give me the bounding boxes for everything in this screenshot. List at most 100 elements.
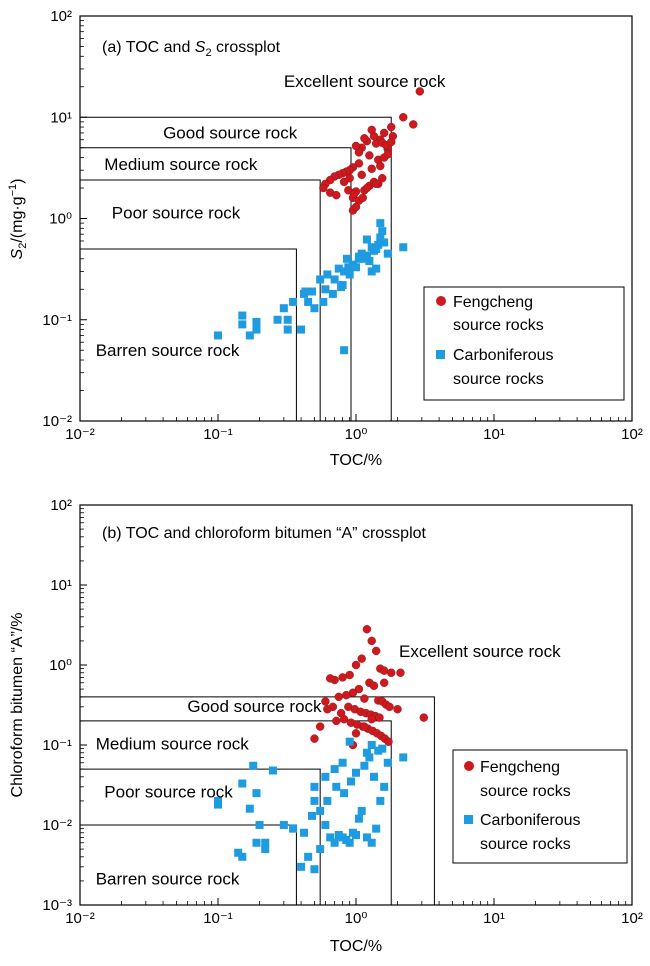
panel-b-x-tick-label: 10¹ xyxy=(483,910,505,927)
panel-b-point-carboniferous xyxy=(378,744,387,753)
panel-a-point-fengcheng xyxy=(351,202,361,212)
panel-a-x-axis-title: TOC/% xyxy=(330,452,382,469)
panel-a-point-fengcheng xyxy=(383,150,393,159)
panel-a-point-carboniferous xyxy=(273,315,282,324)
panel-a-legend: Fengcheng source rocks Carboniferous sou… xyxy=(423,286,625,401)
panel-b-point-fengcheng xyxy=(325,674,335,683)
panel-a-x-tick-label: 10¹ xyxy=(483,426,505,443)
panel-a-point-carboniferous xyxy=(279,304,288,313)
panel-a-point-carboniferous xyxy=(238,311,247,320)
panel-b-point-carboniferous xyxy=(362,748,371,757)
panel-a-point-carboniferous xyxy=(365,257,374,266)
panel-b-point-carboniferous xyxy=(304,852,313,861)
panel-b-point-carboniferous xyxy=(399,753,408,762)
panel-b-point-fengcheng xyxy=(321,697,330,706)
panel-b-x-tick-label: 10² xyxy=(621,910,643,927)
panel-b-point-fengcheng xyxy=(357,654,366,663)
panel-b-zone-labels: Barren source rock Poor source rock Medium… xyxy=(96,642,561,888)
panel-b-point-fengcheng xyxy=(396,668,405,677)
panel-a-point-carboniferous xyxy=(399,243,408,252)
panel-b-point-fengcheng xyxy=(351,660,361,670)
panel-a-point-fengcheng xyxy=(358,193,367,203)
panel-a-x-tick-label: 10⁻² xyxy=(65,426,95,443)
panel-b-y-tick-label: 10⁻³ xyxy=(42,897,72,914)
panel-a-point-carboniferous xyxy=(297,325,306,334)
panel-b-point-fengcheng xyxy=(367,636,376,646)
panel-a-point-carboniferous xyxy=(310,304,319,313)
panel-b-point-carboniferous xyxy=(321,772,330,781)
panel-a-point-carboniferous xyxy=(342,254,351,263)
panel-a-point-fengcheng xyxy=(349,189,359,199)
panel-a-legend-carboniferous-line1: Carboniferous xyxy=(453,347,554,364)
panel-b-point-carboniferous xyxy=(252,838,261,847)
panel-a-point-fengcheng xyxy=(387,122,396,132)
panel-b-point-carboniferous xyxy=(249,761,258,770)
panel-a-point-carboniferous xyxy=(328,289,337,298)
panel-b-point-carboniferous xyxy=(308,811,317,820)
panel-b-point-carboniferous xyxy=(310,782,319,791)
panel-a-zone-boundary-2 xyxy=(80,147,352,421)
panel-b-point-fengcheng xyxy=(367,715,376,724)
panel-a-point-carboniferous xyxy=(344,263,353,272)
panel-b-point-fengcheng xyxy=(379,678,389,687)
panel-a-point-fengcheng xyxy=(362,183,372,193)
panel-b-legend-carboniferous-line1: Carboniferous xyxy=(480,812,581,829)
panel-a-point-fengcheng xyxy=(379,128,389,138)
panel-a-point-fengcheng xyxy=(399,113,408,122)
panel-b-point-carboniferous xyxy=(279,821,288,829)
panel-a-point-carboniferous xyxy=(308,287,317,296)
panel-b-point-carboniferous xyxy=(261,838,270,847)
panel-b-point-fengcheng xyxy=(334,692,343,702)
panel-a-y-tick-labels: 10⁻² 10⁻¹ 10⁰ 10¹ 10² xyxy=(42,8,72,430)
panel-a-point-carboniferous xyxy=(376,219,385,228)
panel-b-chart: 10⁻² 10⁻¹ 10⁰ 10¹ 10² 10⁻³10⁻²10⁻¹10⁰10¹10² … xyxy=(9,497,643,955)
panel-a-point-fengcheng xyxy=(387,137,396,147)
panel-b-point-carboniferous xyxy=(367,838,376,847)
panel-b-point-carboniferous xyxy=(330,765,339,774)
panel-b-legend-box xyxy=(452,749,628,864)
panel-a-point-carboniferous xyxy=(367,267,376,276)
panel-b-point-fengcheng xyxy=(360,722,369,731)
panel-a-zone-label-3: Good source rock xyxy=(163,123,298,142)
panel-a-zone-boxes xyxy=(80,116,392,421)
panel-b-y-axis-title: Chloroform bitumen “A”/% xyxy=(9,613,26,798)
panel-a-point-carboniferous xyxy=(304,297,313,306)
panel-a-zone-label-4: Excellent source rock xyxy=(284,72,446,91)
panel-a-point-fengcheng xyxy=(360,134,369,143)
panel-b-point-carboniferous xyxy=(323,796,332,805)
panel-a-point-carboniferous xyxy=(380,238,389,247)
panel-a-point-carboniferous xyxy=(340,346,349,355)
panel-b-point-carboniferous xyxy=(354,814,363,823)
panel-a-point-carboniferous xyxy=(376,233,385,242)
panel-a-x-tick-label: 10⁻¹ xyxy=(203,426,233,443)
panel-a-point-carboniferous xyxy=(301,287,310,296)
panel-b-point-carboniferous xyxy=(238,852,247,861)
panel-a-point-carboniferous xyxy=(319,297,328,306)
panel-a-point-fengcheng xyxy=(371,179,381,189)
panel-b-zone-boundary-1 xyxy=(80,768,321,905)
panel-a-zone-boundary-3 xyxy=(80,116,392,421)
panel-b-legend-marker-fengcheng xyxy=(464,761,474,771)
panel-a-point-carboniferous xyxy=(383,249,392,258)
panel-b-x-tick-label: 10⁰ xyxy=(345,910,368,927)
panel-a-x-tick-label: 10² xyxy=(621,426,643,443)
panel-a-point-carboniferous xyxy=(316,275,325,284)
panel-b-point-carboniferous xyxy=(383,758,392,767)
panel-b-point-carboniferous xyxy=(316,845,325,854)
panel-b-zone-boundary-2 xyxy=(80,720,392,905)
panel-a-point-carboniferous xyxy=(352,263,360,272)
panel-a-point-carboniferous xyxy=(238,320,247,329)
panel-a-point-carboniferous xyxy=(362,251,371,260)
panel-a-legend-fengcheng-line2: source rocks xyxy=(453,317,544,334)
panel-a-point-carboniferous xyxy=(372,264,381,273)
panel-b-zone-boundary-3 xyxy=(80,696,435,905)
panel-a-y-tick-label: 10¹ xyxy=(50,109,72,126)
panel-b-x-tick-label: 10⁻¹ xyxy=(203,910,233,927)
panel-a-point-fengcheng xyxy=(365,151,374,160)
panel-a-data-points xyxy=(214,87,425,355)
panel-b-zone-boundary-0 xyxy=(80,824,297,905)
panel-b-point-carboniferous xyxy=(289,824,298,833)
panel-b-x-tick-labels: 10⁻² 10⁻¹ 10⁰ 10¹ 10² xyxy=(65,910,643,927)
panel-a-point-carboniferous xyxy=(354,252,363,261)
panel-b-zone-label-3: Good source rock xyxy=(187,697,322,716)
